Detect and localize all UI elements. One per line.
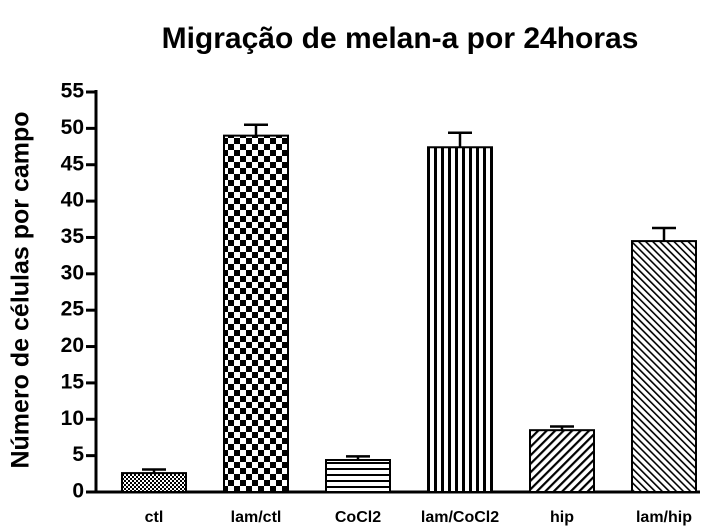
- y-tick-label: 15: [61, 370, 85, 393]
- bar: [325, 459, 391, 493]
- x-tick-label: ctl: [145, 509, 164, 526]
- x-tick-label: CoCl2: [335, 509, 381, 526]
- bar: [529, 429, 595, 494]
- y-tick-label: 45: [61, 152, 85, 175]
- bar: [121, 472, 187, 494]
- bar: [223, 134, 289, 494]
- y-axis-label: Número de células por campo: [7, 111, 35, 468]
- x-tick-label: hip: [550, 509, 574, 526]
- y-tick-label: 25: [61, 298, 85, 321]
- y-tick-label: 20: [61, 334, 84, 357]
- y-tick-label: 50: [61, 116, 84, 139]
- bar: [631, 240, 697, 493]
- bar: [427, 146, 493, 493]
- x-tick-label: lam/CoCl2: [421, 509, 499, 526]
- x-tick-label: lam/ctl: [231, 509, 282, 526]
- x-tick-label: lam/hip: [636, 509, 692, 526]
- y-tick-label: 5: [72, 443, 84, 466]
- y-tick-label: 55: [61, 80, 85, 103]
- y-tick-label: 35: [61, 225, 85, 248]
- y-tick-label: 0: [72, 480, 84, 503]
- y-tick-label: 40: [61, 189, 84, 212]
- chart-title: Migração de melan-a por 24horas: [162, 22, 639, 55]
- y-tick-label: 30: [61, 261, 84, 284]
- y-tick-label: 10: [61, 407, 84, 430]
